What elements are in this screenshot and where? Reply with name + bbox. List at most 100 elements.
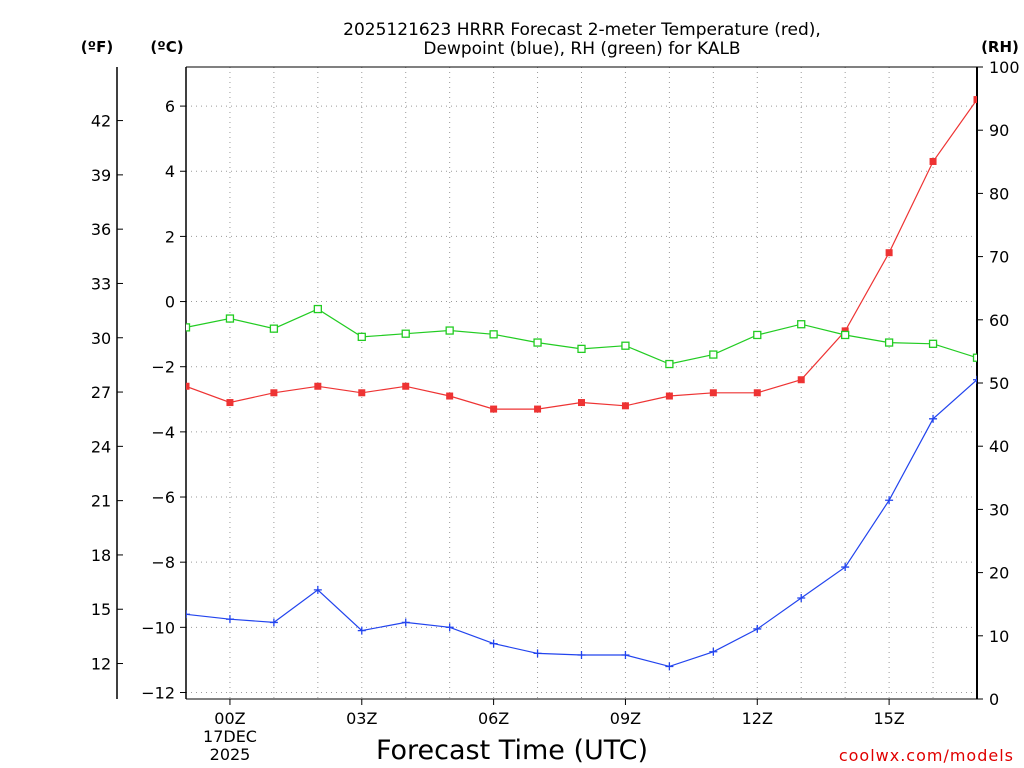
dewpoint-point (753, 624, 762, 633)
rh-point (269, 324, 279, 333)
dewpoint-point (225, 615, 234, 624)
temperature-point (753, 389, 761, 397)
temperature-point (709, 389, 717, 397)
dewpoint-point (401, 618, 410, 627)
rh-point (797, 320, 806, 329)
x-date-line1: 17DEC (203, 727, 257, 746)
temperature-point (665, 392, 673, 400)
temperature-point (578, 399, 585, 407)
dewpoint-point (973, 375, 977, 384)
rh-point (753, 330, 762, 340)
fahrenheit-tick-label: 36 (91, 220, 111, 239)
temperature-point (973, 96, 977, 104)
celsius-tick-label: −4 (151, 423, 175, 442)
rh-point (357, 332, 366, 342)
chart-title-line2: Dewpoint (blue), RH (green) for KALB (423, 39, 740, 59)
dewpoint-point (186, 610, 190, 619)
rh-point (665, 359, 674, 369)
dewpoint-point (577, 651, 586, 660)
rh-tick-label: 60 (989, 311, 1009, 330)
dewpoint-point (313, 585, 322, 594)
celsius-tick-label: 6 (165, 97, 175, 116)
dewpoint-point (841, 563, 850, 572)
rh-point (972, 353, 977, 362)
celsius-tick-label: 0 (165, 293, 175, 312)
fahrenheit-tick-label: 30 (91, 329, 111, 348)
fahrenheit-tick-label: 15 (91, 600, 111, 619)
fahrenheit-tick-label: 12 (91, 655, 111, 674)
rh-tick-label: 10 (989, 627, 1009, 646)
x-tick-label: 00Z (214, 709, 245, 728)
fahrenheit-tick-label: 18 (91, 546, 111, 565)
rh-tick-label: 80 (989, 184, 1009, 203)
temperature-point (534, 405, 542, 413)
temperature-series (186, 96, 977, 413)
rh-point (401, 329, 410, 338)
x-date-line2: 2025 (210, 745, 251, 764)
rh-tick-label: 40 (989, 437, 1009, 456)
rh-tick-label: 100 (989, 58, 1020, 77)
rh-point (186, 323, 191, 332)
dewpoint-point (929, 414, 938, 423)
celsius-tick-label: −12 (141, 683, 175, 702)
temperature-point (621, 402, 629, 410)
rh-tick-label: 20 (989, 564, 1009, 583)
rh-point (928, 339, 938, 348)
rh-point (489, 330, 498, 339)
rh-tick-label: 50 (989, 374, 1009, 393)
temperature-point (402, 382, 410, 390)
x-tick-label: 12Z (742, 709, 773, 728)
rh-tick-label: 30 (989, 500, 1009, 519)
dewpoint-point (665, 662, 674, 671)
fahrenheit-tick-label: 39 (91, 166, 111, 185)
credit-text: coolwx.com/models (839, 746, 1014, 765)
x-tick-label: 06Z (478, 709, 509, 728)
temperature-point (186, 382, 190, 390)
fahrenheit-tick-label: 42 (91, 112, 111, 131)
temperature-point (446, 392, 454, 400)
x-axis-title: Forecast Time (UTC) (376, 735, 648, 766)
grid-lines (186, 67, 977, 699)
temperature-point (490, 405, 498, 413)
temperature-point (314, 382, 322, 390)
rh-point (225, 314, 235, 323)
celsius-tick-label: −6 (151, 488, 175, 507)
dewpoint-point (709, 647, 718, 656)
x-tick-label: 09Z (610, 709, 641, 728)
fahrenheit-tick-label: 33 (91, 274, 111, 293)
celsius-tick-label: −8 (151, 553, 175, 572)
x-tick-label: 15Z (873, 709, 904, 728)
axes: 6420−2−4−6−8−10−124239363330272421181512… (91, 58, 1020, 728)
temperature-point (270, 389, 278, 397)
dewpoint-series (186, 375, 977, 671)
rh-point (841, 330, 850, 340)
dewpoint-point (357, 626, 366, 635)
dewpoint-point (797, 594, 806, 603)
dewpoint-point (445, 623, 454, 632)
rh-series (186, 304, 977, 369)
rh-tick-label: 70 (989, 248, 1009, 267)
rh-point (577, 344, 586, 354)
dewpoint-point (489, 639, 498, 648)
celsius-unit-label: (ºC) (150, 38, 183, 56)
temperature-point (226, 399, 234, 407)
rh-point (533, 338, 542, 347)
rh-unit-label: (RH) (981, 38, 1019, 56)
dewpoint-point (269, 618, 278, 627)
temperature-point (885, 249, 893, 257)
temperature-point (929, 157, 937, 165)
rh-point (445, 326, 454, 335)
rh-tick-label: 0 (989, 690, 999, 709)
dewpoint-point (885, 496, 894, 505)
celsius-tick-label: 2 (165, 227, 175, 246)
rh-point (621, 341, 630, 350)
fahrenheit-tick-label: 27 (91, 383, 111, 402)
dewpoint-point (621, 651, 630, 660)
rh-point (884, 338, 894, 347)
rh-point (709, 350, 718, 359)
celsius-tick-label: −10 (141, 618, 175, 637)
temperature-point (797, 376, 805, 384)
x-tick-label: 03Z (346, 709, 377, 728)
data-series (186, 96, 977, 671)
